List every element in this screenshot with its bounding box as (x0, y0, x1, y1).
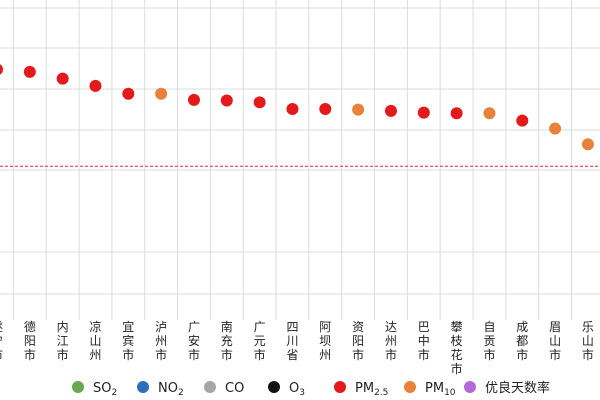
legend-label-no2: NO2 (158, 381, 184, 398)
data-point-14 (417, 106, 430, 119)
legend-marker-no2 (137, 381, 149, 393)
category-label: 阿坝州 (319, 320, 331, 362)
data-point-5 (122, 87, 135, 100)
category-label: 内江市 (57, 320, 69, 362)
grid (0, 0, 600, 320)
legend-label-rate: 优良天数率 (485, 380, 550, 396)
category-label: 攀枝花市 (451, 320, 463, 376)
category-labels: 遂宁市 德阳市 内江市 凉山州 宜宾市 泸州市 广安市 南充市 广元市 四川省 阿坝州 资阳市 达州市 巴… (0, 319, 594, 376)
category-label: 资阳市 (352, 320, 364, 362)
category-label: 乐山市 (582, 320, 594, 362)
data-point-1 (0, 64, 3, 75)
category-label: 遂宁市 (0, 320, 3, 362)
data-points (0, 64, 594, 151)
category-label: 凉山州 (89, 319, 101, 362)
legend-marker-rate (464, 381, 476, 393)
data-point-13 (384, 104, 397, 117)
data-point-10 (286, 103, 299, 116)
legend-label-o3: O3 (289, 381, 305, 398)
legend: SO2 NO2 CO O3 PM2.5 PM10 优良天数率 (72, 380, 550, 398)
category-label: 泸州市 (155, 320, 167, 362)
legend-label-so2: SO2 (93, 381, 117, 398)
data-point-11 (319, 103, 332, 116)
data-point-16 (483, 107, 496, 120)
legend-label-co: CO (225, 381, 244, 396)
legend-label-pm10: PM10 (425, 381, 456, 398)
data-point-7 (187, 93, 200, 106)
legend-marker-pm10 (404, 381, 416, 393)
legend-label-pm25: PM2.5 (355, 381, 388, 398)
category-label: 成都市 (516, 320, 528, 362)
legend-marker-co (204, 381, 216, 393)
legend-marker-so2 (72, 381, 84, 393)
data-point-12 (352, 103, 365, 116)
category-label: 广元市 (254, 320, 266, 362)
data-point-15 (450, 107, 463, 120)
data-point-18 (549, 122, 562, 135)
data-point-2 (23, 65, 36, 78)
data-point-19 (581, 138, 594, 151)
data-point-6 (155, 87, 168, 100)
legend-marker-o3 (268, 381, 280, 393)
category-label: 广安市 (188, 320, 200, 362)
category-label: 四川省 (286, 320, 298, 362)
category-label: 达州市 (385, 320, 397, 362)
category-label: 德阳市 (24, 319, 36, 362)
category-label: 宜宾市 (122, 319, 134, 362)
data-point-9 (253, 96, 266, 109)
data-point-17 (516, 114, 529, 127)
data-point-3 (56, 72, 69, 85)
data-point-4 (89, 79, 102, 92)
legend-marker-pm25 (334, 381, 346, 393)
category-label: 眉山市 (549, 320, 561, 362)
category-label: 南充市 (221, 319, 233, 362)
category-label: 巴中市 (418, 320, 430, 362)
category-label: 自贡市 (483, 320, 495, 362)
data-point-8 (220, 94, 233, 107)
